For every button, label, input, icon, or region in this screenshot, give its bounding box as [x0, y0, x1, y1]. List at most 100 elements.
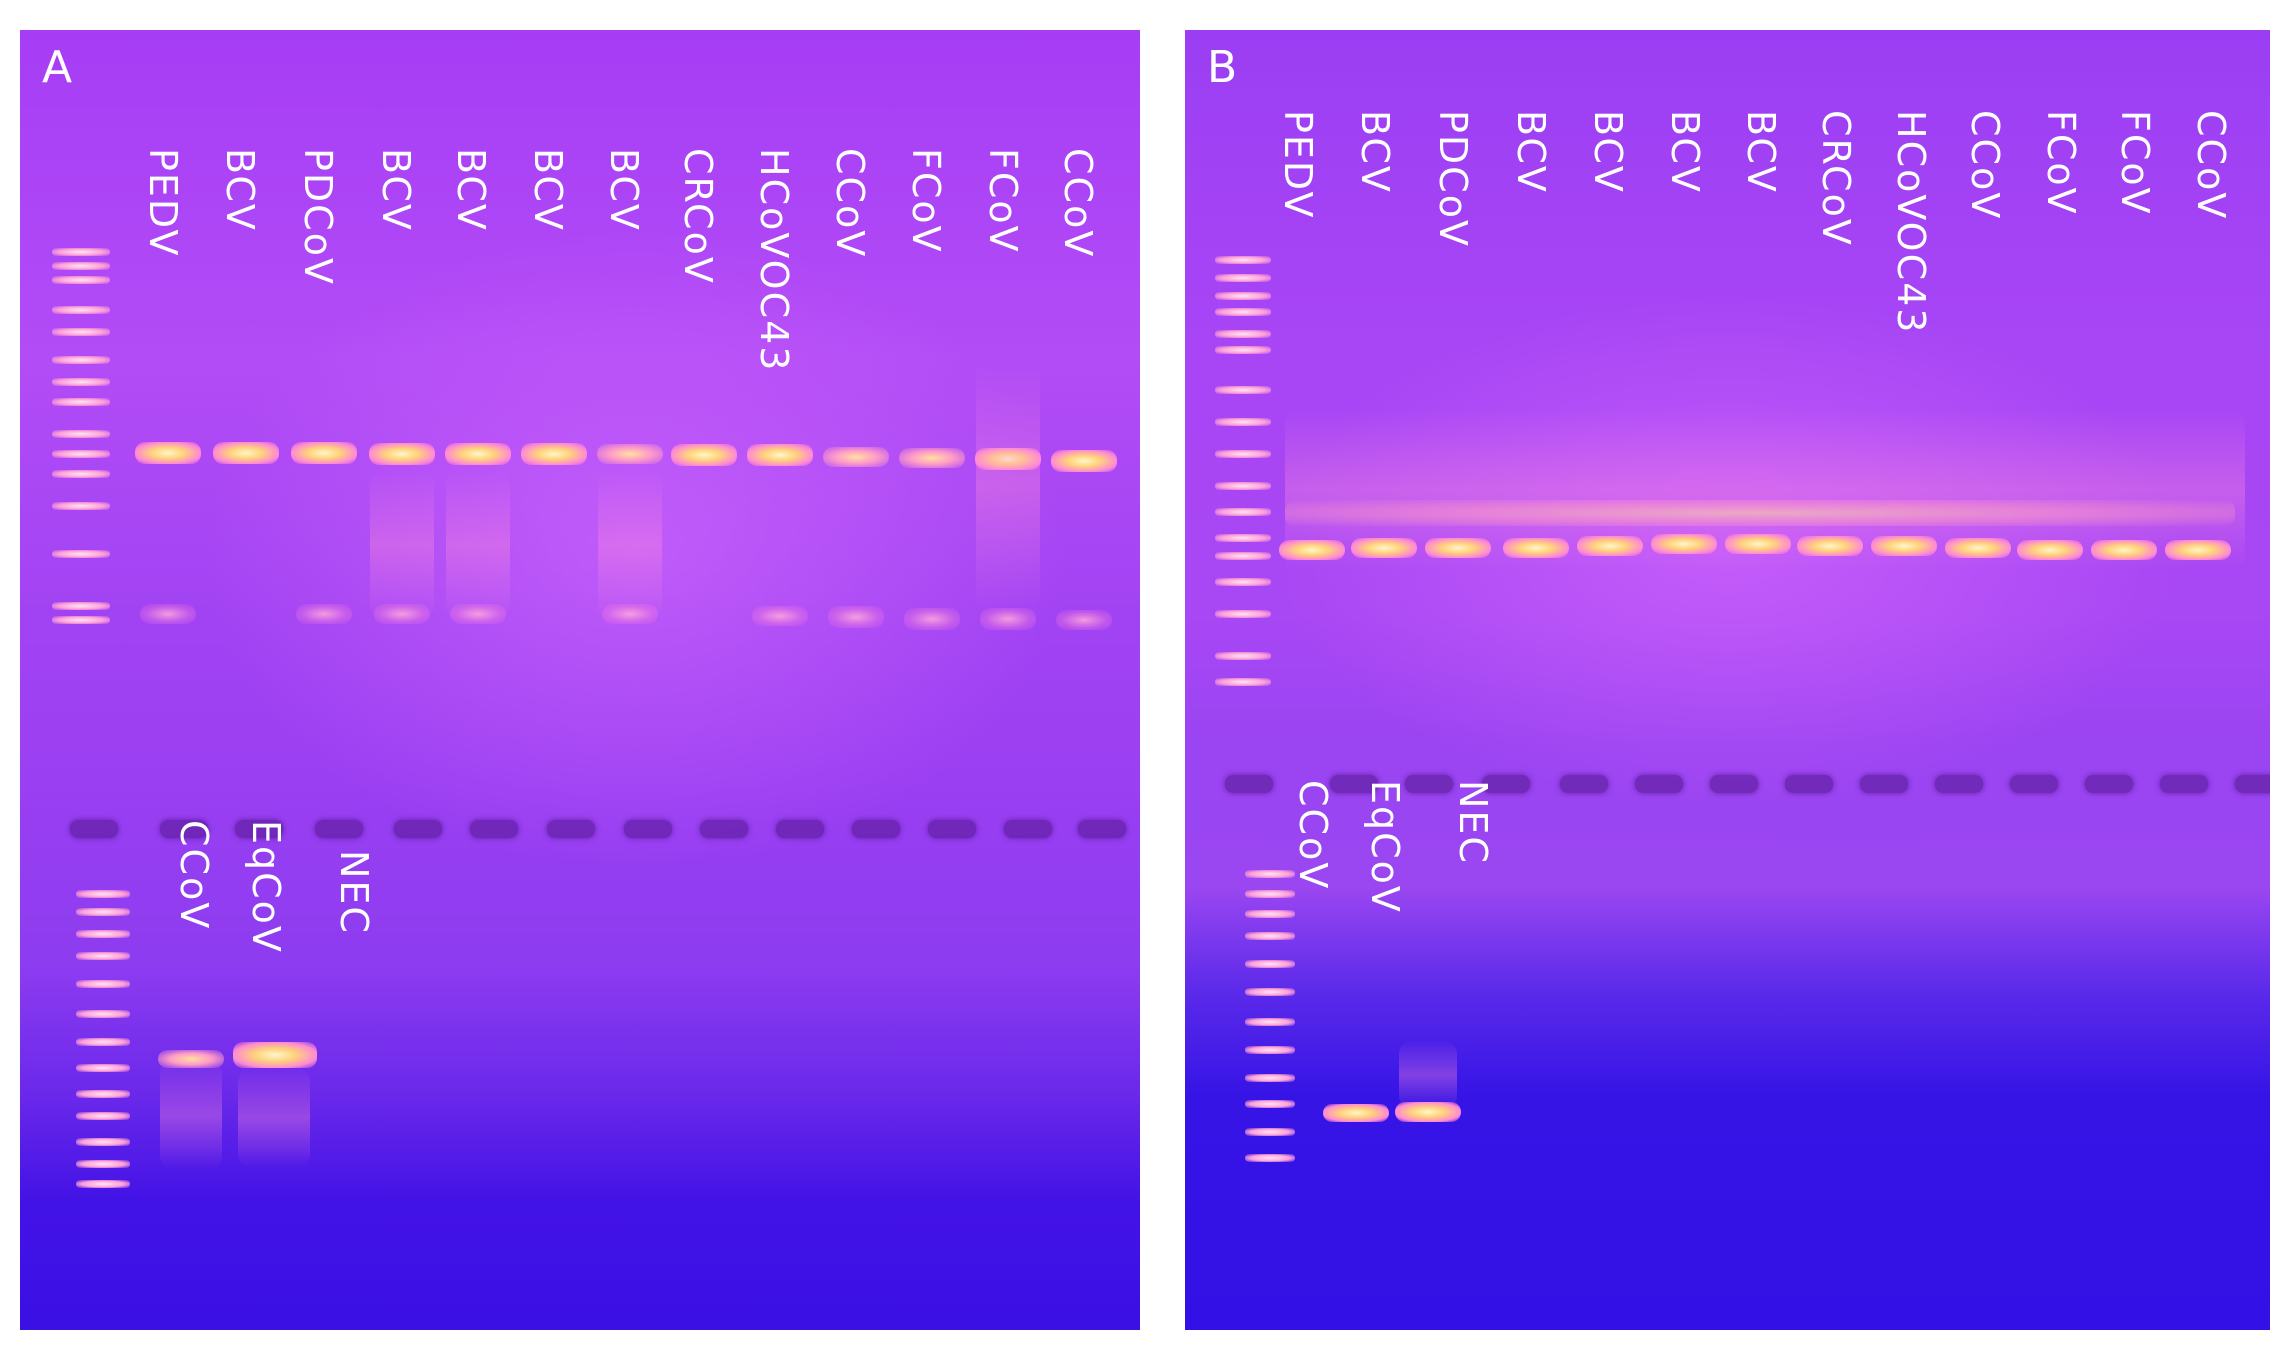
lane-label-a-bottom-3: NEC — [332, 850, 376, 935]
panel-label-b: B — [1207, 42, 1238, 93]
ladder-rung — [76, 890, 130, 898]
ladder-rung — [52, 602, 110, 610]
gel-well — [160, 820, 208, 838]
ladder-rung — [1245, 870, 1295, 878]
ladder-rung — [76, 930, 130, 938]
ladder-rung — [76, 952, 130, 960]
smear-a-bottom-2 — [238, 1068, 310, 1168]
lane-label-a-top-12: FCoV — [981, 148, 1025, 254]
band-b-top-8 — [1797, 536, 1863, 556]
lane-label-a-top-7: BCV — [602, 148, 646, 232]
lane-label-b-top-8: CRCoV — [1814, 110, 1858, 247]
gel-well — [700, 820, 748, 838]
ladder-rung — [1215, 256, 1271, 264]
lane-label-a-top-5: BCV — [449, 148, 493, 232]
low-band-a-13 — [1056, 610, 1112, 630]
gel-well — [394, 820, 442, 838]
band-a-top-6 — [521, 443, 587, 465]
band-b-bottom-2 — [1395, 1102, 1461, 1122]
lane-label-a-top-3: PDCoV — [296, 148, 340, 286]
gel-well — [235, 820, 283, 838]
lane-label-b-top-11: FCoV — [2039, 110, 2083, 216]
lane-label-b-top-13: CCoV — [2189, 110, 2233, 221]
low-band-a-11 — [904, 608, 960, 630]
lane-label-b-top-7: BCV — [1739, 110, 1783, 194]
band-b-bottom-1 — [1323, 1104, 1389, 1122]
band-a-top-10 — [823, 447, 889, 467]
ladder-rung — [1245, 1100, 1295, 1108]
gel-well — [70, 820, 118, 838]
gel-well — [1785, 775, 1833, 793]
ladder-rung — [1215, 652, 1271, 660]
ladder-rung — [1245, 988, 1295, 996]
ladder-rung — [1215, 678, 1271, 686]
panel-label-a: A — [42, 42, 73, 93]
ladder-rung — [1215, 386, 1271, 394]
ladder-rung — [1215, 292, 1271, 300]
ladder-rung — [1245, 890, 1295, 898]
low-band-a-9 — [752, 606, 808, 626]
low-band-a-5 — [450, 604, 506, 624]
ladder-rung — [1215, 450, 1271, 458]
ladder-rung — [1215, 508, 1271, 516]
ladder-rung — [1215, 610, 1271, 618]
ladder-rung — [52, 306, 110, 314]
lane-label-b-bottom-1: CCoV — [1291, 780, 1335, 891]
gel-well — [2235, 775, 2270, 793]
ladder-rung — [1215, 346, 1271, 354]
lane-label-a-top-1: PEDV — [141, 148, 185, 258]
band-a-top-13 — [1051, 450, 1117, 472]
band-b-top-2 — [1351, 538, 1417, 558]
ladder-rung — [52, 248, 110, 256]
band-a-top-9 — [747, 444, 813, 466]
lane-label-b-top-2: BCV — [1353, 110, 1397, 194]
band-a-top-3 — [291, 442, 357, 464]
lane-label-b-bottom-2: EqCoV — [1363, 780, 1407, 914]
ladder-rung — [52, 450, 110, 458]
band-a-bottom-2 — [233, 1042, 317, 1068]
band-a-top-1 — [135, 442, 201, 464]
gel-well — [624, 820, 672, 838]
band-b-top-1 — [1279, 540, 1345, 560]
band-a-top-7 — [597, 444, 663, 464]
gel-well — [1225, 775, 1273, 793]
lane-label-a-top-13: CCoV — [1056, 148, 1100, 259]
ladder-rung — [1215, 308, 1271, 316]
gel-well — [1635, 775, 1683, 793]
ladder-rung — [1215, 274, 1271, 282]
band-b-top-10 — [1945, 538, 2011, 558]
smear-a-12 — [976, 360, 1040, 610]
ladder-rung — [76, 1180, 130, 1188]
band-a-top-5 — [445, 443, 511, 465]
gel-well — [1935, 775, 1983, 793]
smear-a-4 — [370, 470, 434, 620]
band-b-top-5 — [1577, 536, 1643, 556]
ladder-rung — [1215, 330, 1271, 338]
band-a-top-12 — [975, 448, 1041, 470]
ladder-rung — [76, 1010, 130, 1018]
band-b-top-7 — [1725, 534, 1791, 554]
lane-label-b-top-5: BCV — [1586, 110, 1630, 194]
ladder-rung — [1245, 960, 1295, 968]
lane-label-b-top-1: PEDV — [1276, 110, 1320, 220]
low-band-a-7 — [602, 604, 658, 624]
band-b-top-3 — [1425, 538, 1491, 558]
low-band-a-10 — [828, 606, 884, 628]
gel-well — [1330, 775, 1378, 793]
low-band-a-3 — [296, 604, 352, 624]
gel-panel-b: B PEDV BCV PDCoV BCV BCV BCV BCV CRCoV H… — [1185, 30, 2270, 1330]
lane-label-b-top-3: PDCoV — [1431, 110, 1475, 248]
lane-label-a-top-6: BCV — [526, 148, 570, 232]
gel-well — [547, 820, 595, 838]
smear-a-7 — [598, 470, 662, 620]
ladder-rung — [1215, 482, 1271, 490]
ladder-rung — [76, 908, 130, 916]
band-b-top-9 — [1871, 536, 1937, 556]
ladder-rung — [76, 1090, 130, 1098]
ladder-rung — [52, 378, 110, 386]
gel-well — [2160, 775, 2208, 793]
low-band-a-12 — [980, 608, 1036, 630]
ladder-rung — [1215, 552, 1271, 560]
ladder-rung — [1245, 1154, 1295, 1162]
lane-label-a-top-9: HCoVOC43 — [752, 148, 796, 373]
